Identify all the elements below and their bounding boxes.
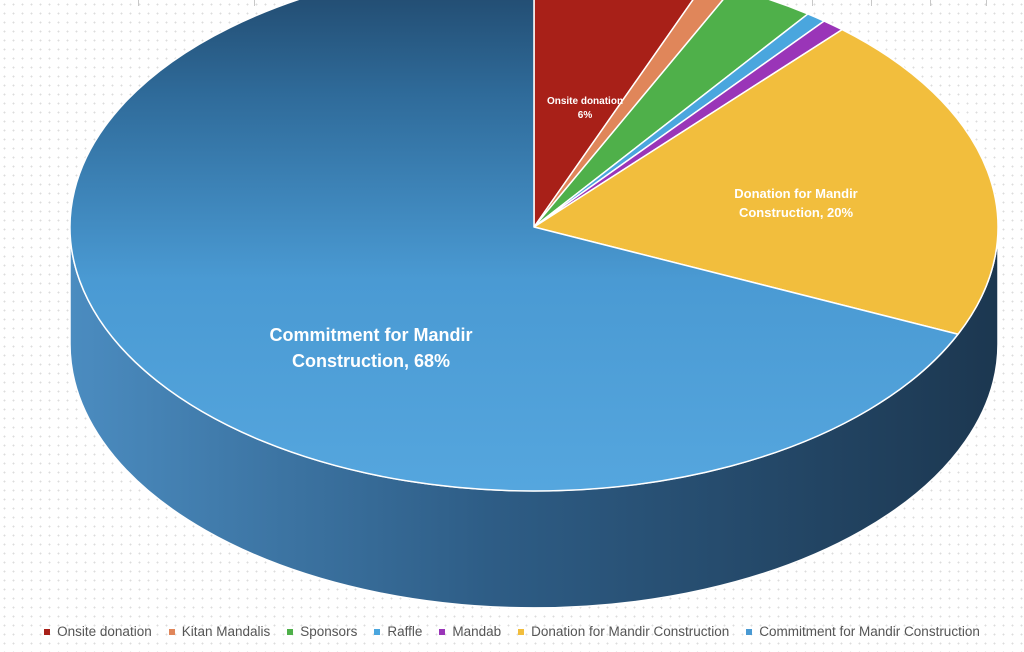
legend-swatch [746, 628, 753, 635]
sheet-gridline [254, 0, 255, 6]
pie-slice-commitment-for-mandir-construction [69, 0, 959, 492]
legend-swatch [374, 628, 381, 635]
legend-label: Onsite donation [57, 624, 152, 639]
chart-legend: Onsite donation Kitan Mandalis Sponsors Raf… [0, 624, 1024, 639]
legend-item: Sponsors [287, 624, 357, 639]
data-label-donation-for-mandir-construction: Construction, 20% [739, 205, 854, 220]
legend-item: Donation for Mandir Construction [518, 624, 729, 639]
sheet-gridline [138, 0, 139, 6]
legend-label: Sponsors [300, 624, 358, 639]
legend-swatch [287, 628, 294, 635]
legend-swatch [518, 628, 525, 635]
data-label-onsite-donation: Onsite donation [547, 96, 623, 107]
pie-slice-layer [69, 0, 999, 492]
legend-swatch [44, 628, 51, 635]
pie-slice-onsite-donation [533, 0, 694, 228]
legend-label: Commitment for Mandir Construction [759, 624, 980, 639]
legend-item: Raffle [374, 624, 422, 639]
legend-item: Kitan Mandalis [168, 624, 271, 639]
legend-label: Kitan Mandalis [181, 624, 271, 639]
sheet-gridline [812, 0, 813, 6]
legend-swatch [168, 628, 175, 635]
sheet-gridline [986, 0, 987, 6]
data-label-donation-for-mandir-construction: Donation for Mandir [734, 186, 858, 201]
data-label-onsite-donation: 6% [578, 110, 593, 121]
legend-label: Mandab [452, 624, 502, 639]
legend-item: Mandab [439, 624, 501, 639]
legend-label: Raffle [387, 624, 423, 639]
data-label-commitment-for-mandir-construction: Commitment for Mandir [269, 325, 472, 345]
legend-label: Donation for Mandir Construction [531, 624, 730, 639]
legend-item: Onsite donation [44, 624, 152, 639]
sheet-gridline [930, 0, 931, 6]
pie-slice-donation-for-mandir-construction [533, 28, 999, 336]
sheet-gridline [871, 0, 872, 6]
data-label-commitment-for-mandir-construction: Construction, 68% [292, 351, 450, 371]
legend-item: Commitment for Mandir Construction [746, 624, 980, 639]
pie-label-layer: Onsite donation 6% Donation for Mandir Cons… [269, 96, 857, 371]
legend-swatch [439, 628, 446, 635]
